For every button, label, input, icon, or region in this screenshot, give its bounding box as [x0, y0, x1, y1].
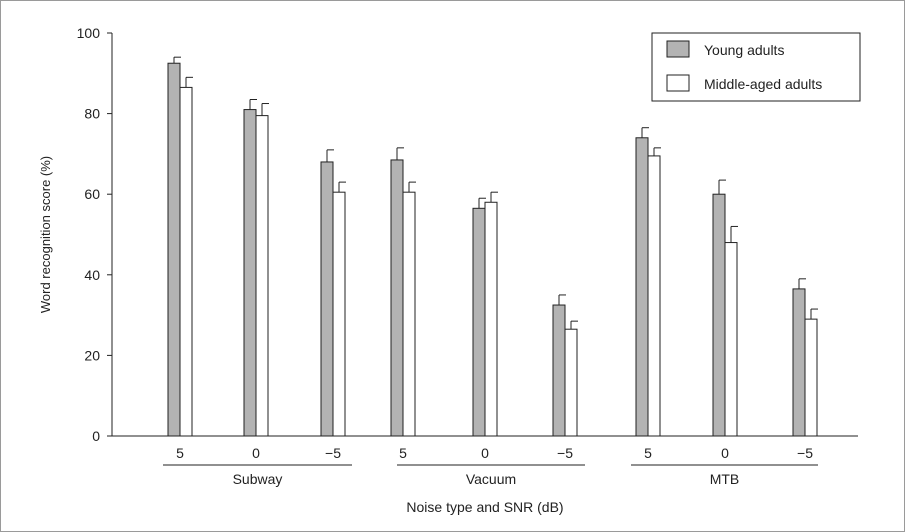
bar-middle-aged: [484, 201, 498, 437]
legend-swatch-young: [666, 40, 690, 58]
legend-swatch-middle-aged: [666, 74, 690, 92]
bar-middle-aged: [255, 115, 269, 437]
x-tick-label: −5: [557, 445, 573, 461]
bar-young: [552, 304, 566, 437]
bar-middle-aged: [179, 86, 193, 437]
bar-middle-aged: [402, 191, 416, 437]
x-tick-label: 0: [721, 445, 729, 461]
bar-middle-aged: [332, 191, 346, 437]
group-label: MTB: [710, 471, 740, 487]
x-tick-label: 5: [399, 445, 407, 461]
bar-young: [635, 137, 649, 437]
bar-middle-aged: [804, 318, 818, 437]
y-tick-label: 40: [84, 267, 100, 283]
y-tick-label: 60: [84, 186, 100, 202]
bars: [167, 56, 818, 437]
legend-label-young: Young adults: [704, 42, 784, 58]
x-tick-label: 0: [252, 445, 260, 461]
bar-middle-aged: [564, 328, 578, 437]
bar-middle-aged: [647, 155, 661, 437]
y-tick-label: 0: [92, 428, 100, 444]
x-tick-label: 0: [481, 445, 489, 461]
y-tick-label: 20: [84, 347, 100, 363]
x-tick-label: −5: [797, 445, 813, 461]
group-label: Vacuum: [466, 471, 516, 487]
x-tick-label: 5: [176, 445, 184, 461]
group-label: Subway: [233, 471, 283, 487]
y-tick-label: 80: [84, 106, 100, 122]
bar-young: [243, 109, 257, 437]
legend-label-middle-aged: Middle-aged adults: [704, 76, 822, 92]
bar-young: [792, 288, 806, 437]
labels: 0 20 40 60 80 100 Word recognition score (%) 5 0…: [38, 25, 813, 515]
bar-young: [712, 193, 726, 437]
bar-middle-aged: [724, 242, 738, 437]
x-axis-label: Noise type and SNR (dB): [406, 499, 563, 515]
y-axis-label: Word recognition score (%): [38, 156, 53, 313]
x-tick-label: −5: [325, 445, 341, 461]
legend: Young adults Middle-aged adults: [651, 32, 861, 102]
y-tick-label: 100: [77, 25, 101, 41]
bar-young: [167, 62, 181, 437]
bar-young: [320, 161, 334, 437]
x-tick-label: 5: [644, 445, 652, 461]
bar-young: [472, 207, 486, 437]
bar-young: [390, 159, 404, 437]
